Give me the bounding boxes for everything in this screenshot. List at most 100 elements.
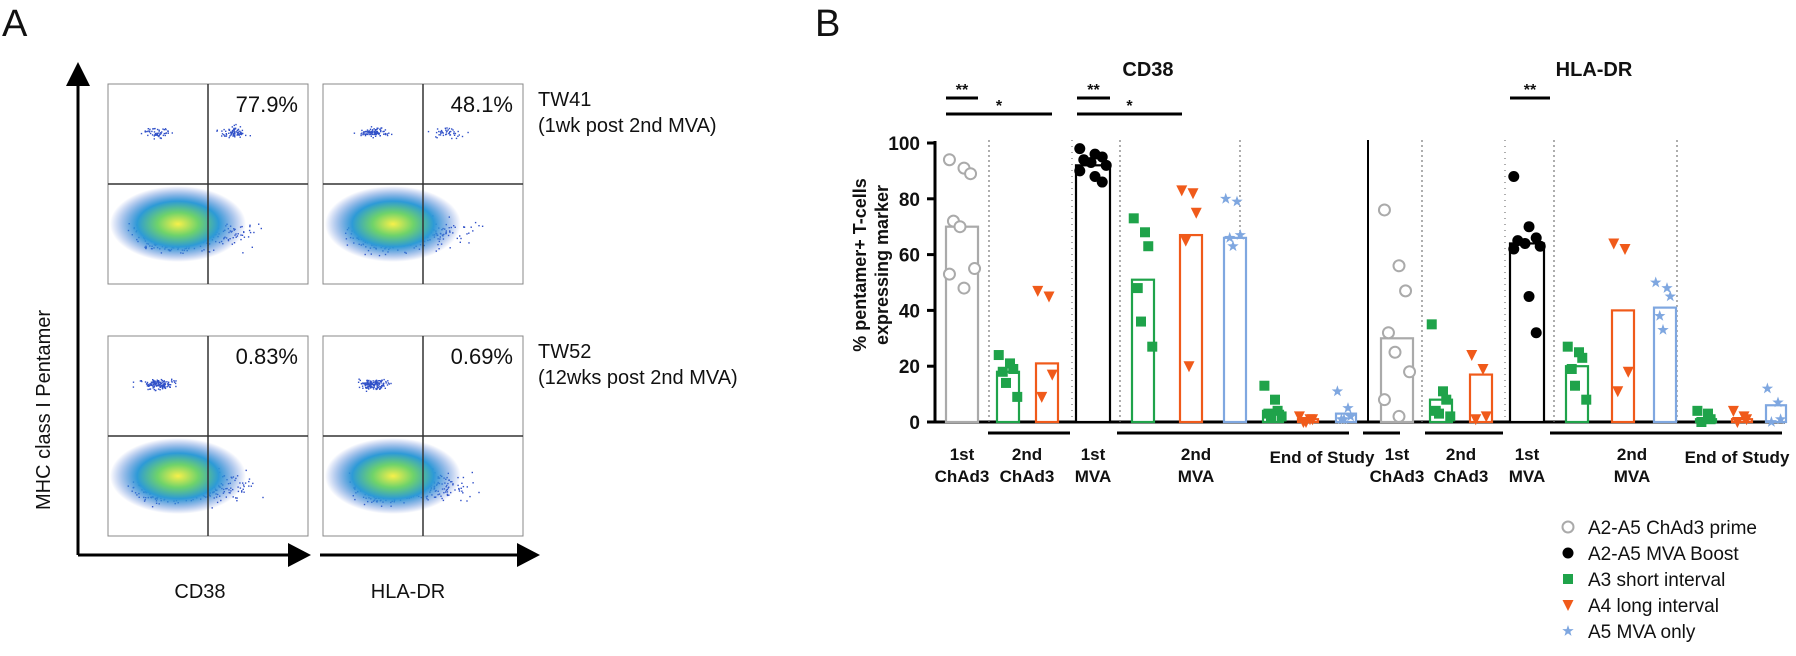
flow-plot: 48.1% [322, 83, 524, 285]
data-point-a4 [1470, 414, 1482, 426]
data-point-a4 [1176, 185, 1188, 197]
data-point-boost [1519, 237, 1531, 249]
data-point-prime [968, 262, 982, 276]
data-point-a4 [1307, 414, 1319, 426]
bar [1468, 373, 1494, 424]
data-point-a5 [1220, 192, 1232, 204]
data-point-prime [964, 167, 978, 181]
data-point-prime [1392, 409, 1406, 423]
legend-item-prime: A2-A5 ChAd3 prime [1561, 518, 1757, 539]
data-point-a5 [1772, 396, 1784, 408]
data-point-a4 [1608, 238, 1620, 250]
bar-group [1562, 341, 1592, 424]
xlabel-end-of-study: End of Study [1270, 448, 1375, 467]
data-point-a5 [1661, 282, 1673, 293]
data-point-prime [1377, 203, 1391, 217]
data-point-a4 [1043, 291, 1055, 303]
data-point-a3 [1570, 380, 1580, 391]
bar-group [1259, 380, 1287, 424]
xlabel-1st-mva-l1: 1st [1081, 445, 1106, 464]
data-point-a5 [1774, 413, 1787, 425]
bar-group [1176, 185, 1204, 424]
data-point-a3 [1566, 363, 1577, 374]
xlabel-end-of-study-hladr: End of Study [1685, 448, 1790, 467]
y-tick-label: 100 [888, 134, 920, 155]
data-point-prime [1388, 345, 1402, 359]
y-axis: 0 20 40 60 80 100 [888, 134, 937, 434]
data-point-a4 [1731, 417, 1743, 428]
y-tick-label: 20 [899, 357, 920, 378]
xlabel-1st-chad3-l1: 1st [950, 445, 975, 464]
y-tick-label: 60 [899, 246, 920, 267]
significance-label: * [1126, 98, 1133, 115]
flow-plots: 77.9% 48.1% 0.83% 0.69% [107, 83, 524, 537]
data-point-prime [1399, 284, 1413, 298]
data-point-boost [1074, 165, 1086, 177]
data-point-a4 [1619, 244, 1631, 256]
data-point-a5 [1231, 195, 1243, 207]
data-point-a5 [1224, 231, 1236, 243]
xlabel-2nd-mva-l2-hladr: MVA [1614, 467, 1651, 486]
legend-label: A4 long interval [1588, 596, 1719, 617]
density-core [110, 186, 246, 262]
y-axis-label-pentamer: MHC class I Pentamer [33, 310, 55, 510]
data-point-a3 [997, 366, 1008, 377]
y-tick-label: 40 [899, 301, 920, 322]
data-point-boost [1508, 170, 1520, 182]
data-point-a3 [1001, 377, 1011, 388]
data-point-a4 [1622, 366, 1634, 378]
xlabel-2nd-mva-l1-hladr: 2nd [1617, 445, 1647, 464]
data-point-a4 [1036, 391, 1048, 403]
data-point-a3 [1581, 394, 1592, 405]
data-point-a5 [1765, 416, 1778, 427]
data-point-a4 [1477, 363, 1489, 375]
bar-group [1692, 405, 1718, 427]
x-labels-cd38: 1st ChAd3 2nd ChAd3 1st MVA 2nd MVA End … [935, 445, 1375, 486]
quadrant-percentage: 0.69% [451, 344, 513, 369]
xlabel-1st-mva-l2: MVA [1075, 467, 1112, 486]
bar-group [1032, 285, 1060, 424]
flow-plot: 0.69% [322, 335, 524, 537]
data-point-a4 [1190, 207, 1202, 219]
data-point-a5 [1650, 276, 1662, 288]
data-point-a5 [1338, 413, 1350, 425]
panel-b-label: B [815, 3, 840, 45]
data-point-a3 [1259, 380, 1270, 391]
panel-a-label: A [2, 3, 28, 45]
data-point-a3 [1270, 394, 1280, 405]
significance-label: * [996, 98, 1003, 115]
data-point-a3 [1703, 408, 1713, 419]
legend-marker [1562, 600, 1574, 611]
panel-a-axes [66, 62, 540, 567]
data-point-a5 [1227, 240, 1239, 252]
significance-bracket: * [946, 98, 1052, 116]
data-point-a3 [1128, 213, 1139, 224]
legend-label: A2-A5 MVA Boost [1588, 544, 1739, 565]
data-point-boost [1534, 240, 1546, 252]
density-core [325, 438, 461, 514]
data-point-a4 [1180, 235, 1192, 247]
legend-marker [1561, 520, 1575, 534]
data-point-a3 [1441, 394, 1452, 405]
flow-plot: 77.9% [107, 83, 309, 285]
bar-group [942, 153, 982, 424]
significance-bracket: ** [946, 82, 978, 100]
density-core [325, 186, 461, 262]
xlabel-2nd-mva-l2: MVA [1178, 467, 1215, 486]
y-axis-label-line1: % pentamer+ T-cells [850, 178, 870, 352]
chart-title-cd38: CD38 [1122, 59, 1173, 81]
x-labels-hladr: 1st ChAd3 2nd ChAd3 1st MVA 2nd MVA End … [1370, 445, 1790, 486]
data-point-a3 [1705, 414, 1716, 425]
data-point-a5 [1761, 382, 1774, 394]
data-point-a4 [1032, 285, 1044, 297]
legend-item-a4: A4 long interval [1562, 596, 1719, 617]
bar [1564, 365, 1590, 424]
data-point-a3 [1005, 358, 1015, 369]
data-point-a3 [1147, 341, 1158, 352]
bar-group [1074, 143, 1112, 424]
bar-group [1608, 238, 1636, 424]
legend-item-a5: A5 MVA only [1562, 622, 1696, 643]
quadrant-percentage: 0.83% [236, 344, 298, 369]
